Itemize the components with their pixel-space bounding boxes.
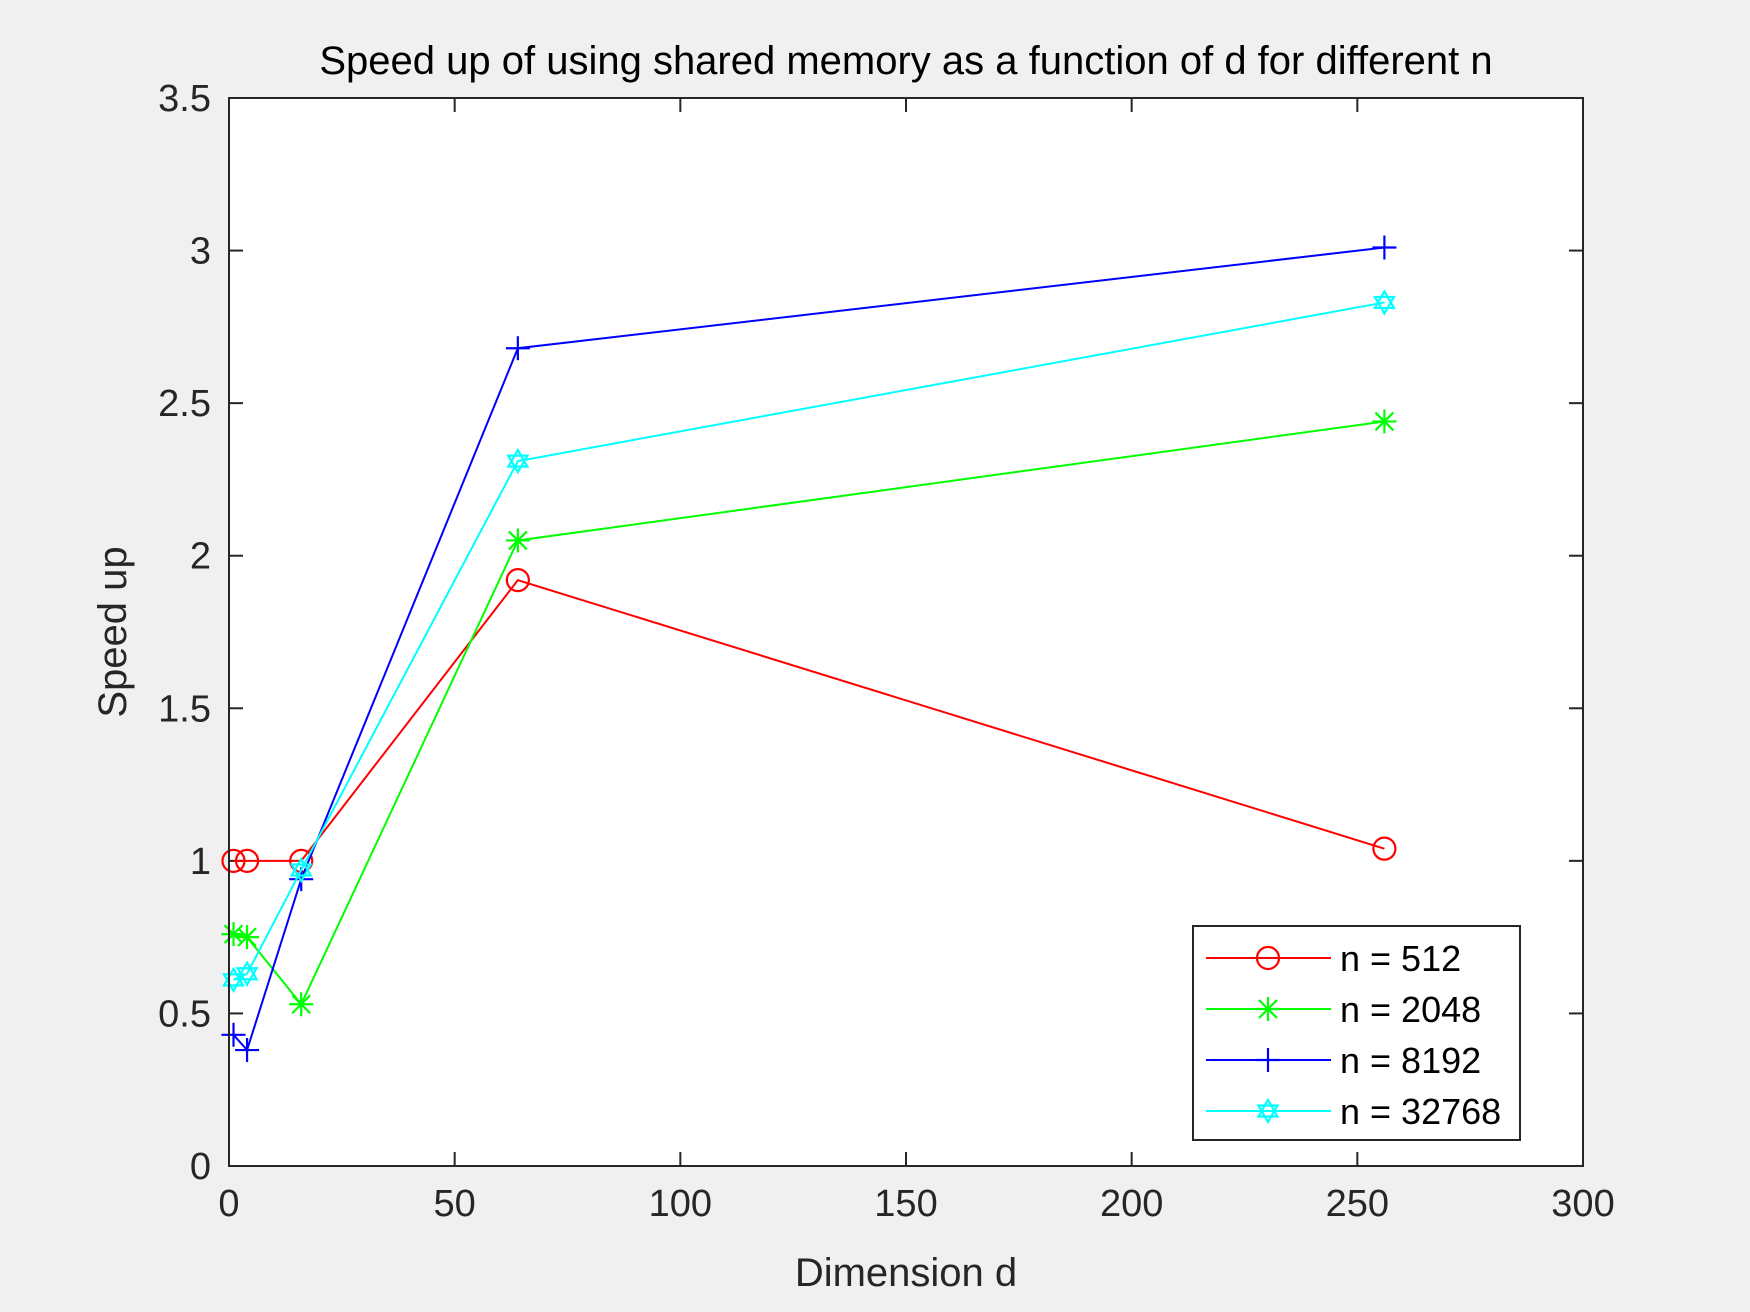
- data-point: [235, 960, 259, 987]
- data-point-shape: [235, 960, 259, 981]
- data-point: [289, 856, 313, 884]
- data-point: [505, 336, 530, 361]
- y-tick-label: 1.5: [158, 688, 211, 730]
- data-point-shape: [237, 927, 257, 947]
- legend-marker: [1256, 1048, 1280, 1072]
- legend-marker-shape: [1255, 945, 1281, 971]
- y-tick-label: 3: [190, 231, 211, 273]
- data-point: [1372, 289, 1396, 316]
- legend-entry: n = 8192: [1206, 1040, 1481, 1081]
- legend-label: n = 8192: [1340, 1040, 1481, 1081]
- data-point-shape: [505, 568, 530, 593]
- data-point: [221, 922, 246, 947]
- data-point: [1372, 235, 1397, 260]
- data-point: [505, 528, 530, 553]
- y-tick-label: 0.5: [158, 993, 211, 1035]
- y-tick-label: 1: [190, 841, 211, 883]
- y-tick-label: 3.5: [158, 78, 211, 120]
- data-point-shape: [508, 530, 528, 551]
- legend-label: n = 32768: [1340, 1091, 1501, 1132]
- x-tick-label: 100: [649, 1183, 712, 1225]
- legend-entry: n = 32768: [1206, 1091, 1501, 1132]
- data-point-shape: [291, 994, 311, 1015]
- legend-marker: [1256, 997, 1280, 1021]
- plot-box: [228, 97, 1584, 1167]
- data-point: [221, 848, 246, 873]
- legend-marker-shape: [1258, 999, 1278, 1019]
- data-point: [221, 1022, 246, 1047]
- data-point-shape: [506, 454, 530, 475]
- series-3: [222, 289, 1396, 994]
- legend-marker: [1256, 1097, 1280, 1125]
- data-point-shape: [506, 447, 530, 468]
- data-point: [505, 568, 530, 593]
- data-point: [1372, 836, 1397, 861]
- data-point-shape: [289, 863, 313, 884]
- data-point-shape: [235, 967, 259, 987]
- y-axis-title: Speed up: [91, 546, 135, 717]
- data-point-shape: [1372, 289, 1396, 310]
- x-tick-label: 50: [434, 1183, 476, 1225]
- x-tick-label: 300: [1551, 1183, 1614, 1225]
- data-point: [235, 925, 260, 950]
- legend-label: n = 2048: [1340, 989, 1481, 1030]
- x-tick-label: 0: [218, 1183, 239, 1225]
- y-tick-label: 0: [190, 1146, 211, 1188]
- legend-marker-shape: [1256, 1104, 1280, 1125]
- legend-box: [1192, 925, 1521, 1141]
- legend-items: n = 512 n = 2048 n = 8192 n = 32768: [1206, 938, 1501, 1132]
- data-point-shape: [221, 848, 246, 873]
- chart-title: Speed up of using shared memory as a fun…: [319, 39, 1492, 83]
- legend-entry: n = 2048: [1206, 989, 1481, 1030]
- series-layer: [221, 235, 1397, 1063]
- labels-layer: 0 50 100 150 200 250 300 0 0.5 1 1.5 2 2.5 3 3.5: [158, 78, 1615, 1225]
- data-point-shape: [234, 848, 260, 873]
- y-tick-label: 2.5: [158, 383, 211, 425]
- x-tick-label: 200: [1100, 1183, 1163, 1225]
- data-point: [1372, 409, 1397, 434]
- data-point-shape: [1372, 836, 1397, 861]
- data-point-shape: [1374, 411, 1395, 432]
- legend-marker-shape: [1256, 1097, 1280, 1118]
- data-point-shape: [1372, 295, 1396, 316]
- x-tick-label: 250: [1326, 1183, 1389, 1225]
- data-point: [506, 447, 530, 475]
- legend-label: n = 512: [1340, 938, 1461, 979]
- legend-marker: [1255, 945, 1281, 971]
- legend-entry: n = 512: [1206, 938, 1461, 979]
- x-tick-label: 150: [874, 1183, 937, 1225]
- data-point: [234, 848, 260, 873]
- series-1: [221, 409, 1397, 1017]
- data-point-shape: [289, 856, 313, 877]
- legend: n = 512 n = 2048 n = 8192 n = 32768: [1192, 925, 1521, 1141]
- x-axis-title: Dimension d: [795, 1251, 1017, 1295]
- data-point: [289, 992, 314, 1017]
- y-tick-label: 2: [190, 536, 211, 578]
- data-point: [235, 1038, 260, 1063]
